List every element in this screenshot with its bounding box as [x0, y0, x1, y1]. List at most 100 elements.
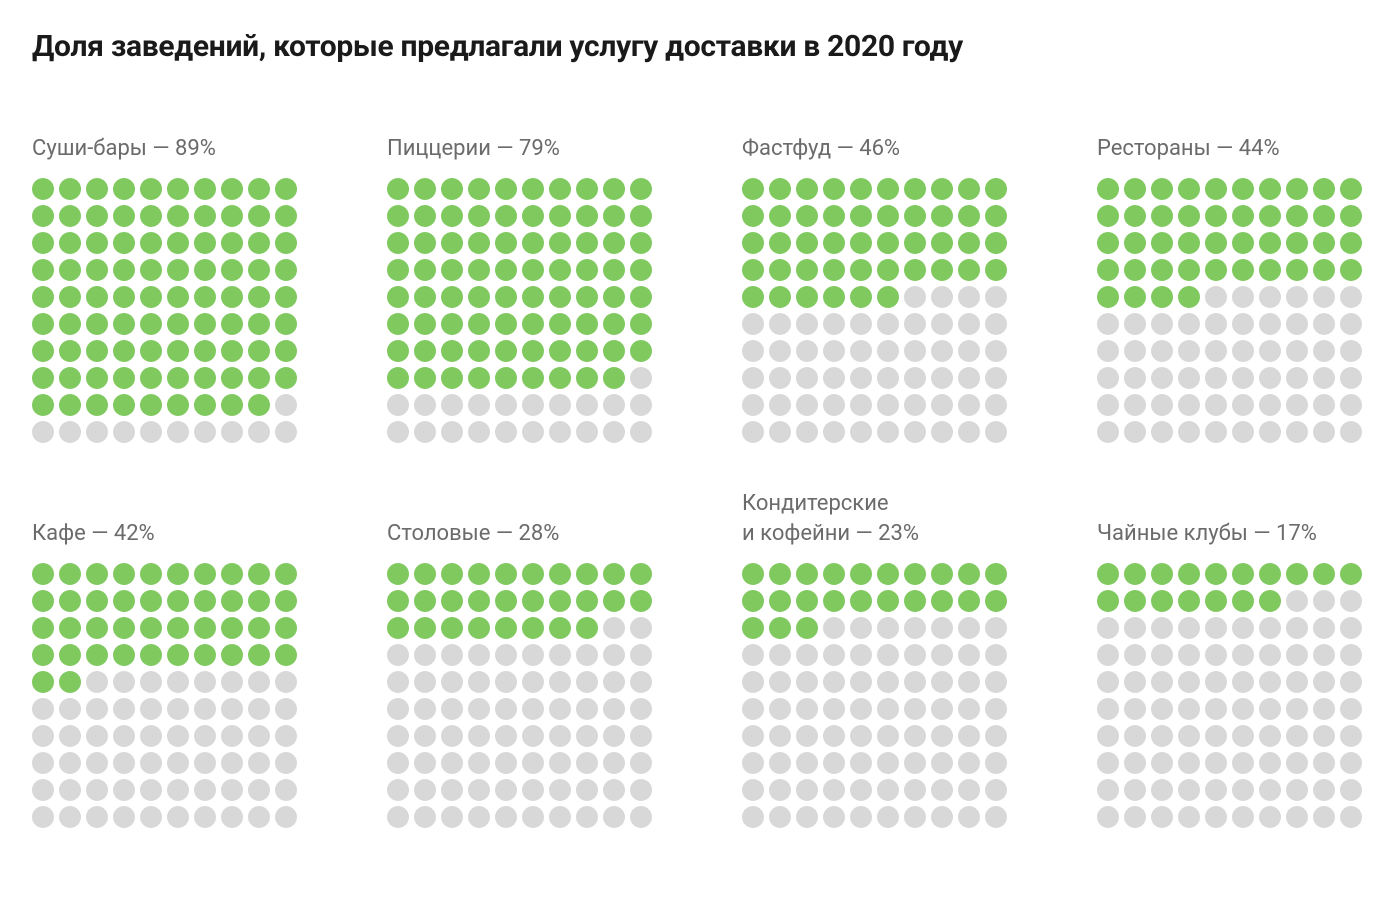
waffle-dot	[113, 205, 135, 227]
waffle-dot	[495, 644, 517, 666]
waffle-dot	[414, 313, 436, 335]
waffle-dot	[495, 617, 517, 639]
waffle-dot	[1259, 286, 1281, 308]
waffle-dot	[59, 590, 81, 612]
waffle-dot	[1124, 367, 1146, 389]
waffle-dot	[468, 205, 490, 227]
waffle-dot	[958, 779, 980, 801]
waffle-dot	[1151, 590, 1173, 612]
waffle-dot	[630, 259, 652, 281]
waffle-dot	[275, 806, 297, 828]
waffle-dot	[1097, 367, 1119, 389]
waffle-dot	[603, 421, 625, 443]
waffle-dot	[549, 779, 571, 801]
waffle-dot	[275, 178, 297, 200]
waffle-dot	[387, 259, 409, 281]
waffle-dot	[140, 394, 162, 416]
waffle-dot	[931, 340, 953, 362]
waffle-dot	[904, 752, 926, 774]
waffle-dot	[248, 779, 270, 801]
waffle-dot	[59, 340, 81, 362]
waffle-dot	[248, 313, 270, 335]
waffle-dot	[1097, 340, 1119, 362]
waffle-dot	[221, 205, 243, 227]
waffle-dot	[113, 421, 135, 443]
waffle-dot	[1313, 725, 1335, 747]
waffle-dot	[850, 286, 872, 308]
waffle-dot	[549, 178, 571, 200]
waffle-dot	[275, 394, 297, 416]
waffle-dot	[495, 779, 517, 801]
waffle-dot	[221, 752, 243, 774]
waffle-dot	[549, 806, 571, 828]
waffle-panel: Кафе — 42%	[32, 487, 297, 828]
waffle-dot	[823, 340, 845, 362]
waffle-dot	[387, 286, 409, 308]
waffle-dot	[1205, 617, 1227, 639]
waffle-dot	[630, 421, 652, 443]
waffle-panel-label: Фастфуд — 46%	[742, 102, 1007, 164]
waffle-dot	[113, 671, 135, 693]
waffle-dot	[904, 259, 926, 281]
waffle-dot	[958, 590, 980, 612]
waffle-dot	[603, 698, 625, 720]
waffle-dot	[958, 340, 980, 362]
waffle-dot	[1232, 313, 1254, 335]
waffle-dot	[221, 313, 243, 335]
waffle-dot	[1205, 232, 1227, 254]
waffle-dot	[194, 259, 216, 281]
waffle-dot	[850, 617, 872, 639]
waffle-dot	[1178, 421, 1200, 443]
waffle-dot	[1097, 806, 1119, 828]
waffle-dot	[850, 563, 872, 585]
waffle-dot	[985, 644, 1007, 666]
waffle-dot	[769, 752, 791, 774]
waffle-dot	[468, 421, 490, 443]
waffle-dot	[32, 671, 54, 693]
waffle-dot	[167, 259, 189, 281]
waffle-dot	[194, 779, 216, 801]
waffle-dot	[1286, 779, 1308, 801]
waffle-dot	[1151, 286, 1173, 308]
waffle-dot	[603, 617, 625, 639]
waffle-dot	[1286, 313, 1308, 335]
waffle-dot	[140, 421, 162, 443]
waffle-dot	[113, 644, 135, 666]
waffle-dot	[1232, 178, 1254, 200]
waffle-dot	[630, 313, 652, 335]
waffle-dot	[742, 671, 764, 693]
waffle-dot	[850, 671, 872, 693]
waffle-dot	[32, 725, 54, 747]
waffle-dot	[140, 806, 162, 828]
waffle-dot	[877, 340, 899, 362]
waffle-dot	[221, 259, 243, 281]
waffle-dot	[823, 779, 845, 801]
waffle-dot	[1259, 725, 1281, 747]
waffle-dot	[904, 779, 926, 801]
waffle-dot	[796, 259, 818, 281]
waffle-dot	[414, 671, 436, 693]
waffle-dot	[823, 205, 845, 227]
waffle-dot	[248, 590, 270, 612]
waffle-dot	[32, 806, 54, 828]
waffle-dot	[32, 698, 54, 720]
waffle-dot	[1232, 205, 1254, 227]
waffle-dot	[796, 698, 818, 720]
waffle-dot	[1124, 421, 1146, 443]
waffle-dot	[387, 644, 409, 666]
waffle-dot	[931, 671, 953, 693]
waffle-dot	[522, 313, 544, 335]
waffle-dot	[441, 698, 463, 720]
waffle-dot	[742, 725, 764, 747]
waffle-dot	[742, 394, 764, 416]
waffle-dot	[414, 205, 436, 227]
waffle-dot	[414, 367, 436, 389]
waffle-panel-label: Кондитерские и кофейни — 23%	[742, 487, 1007, 549]
waffle-dot	[985, 340, 1007, 362]
waffle-dot	[850, 178, 872, 200]
waffle-dot	[1178, 806, 1200, 828]
waffle-dot	[1097, 617, 1119, 639]
waffle-dot	[86, 644, 108, 666]
waffle-dot	[1286, 232, 1308, 254]
waffle-dot	[495, 286, 517, 308]
